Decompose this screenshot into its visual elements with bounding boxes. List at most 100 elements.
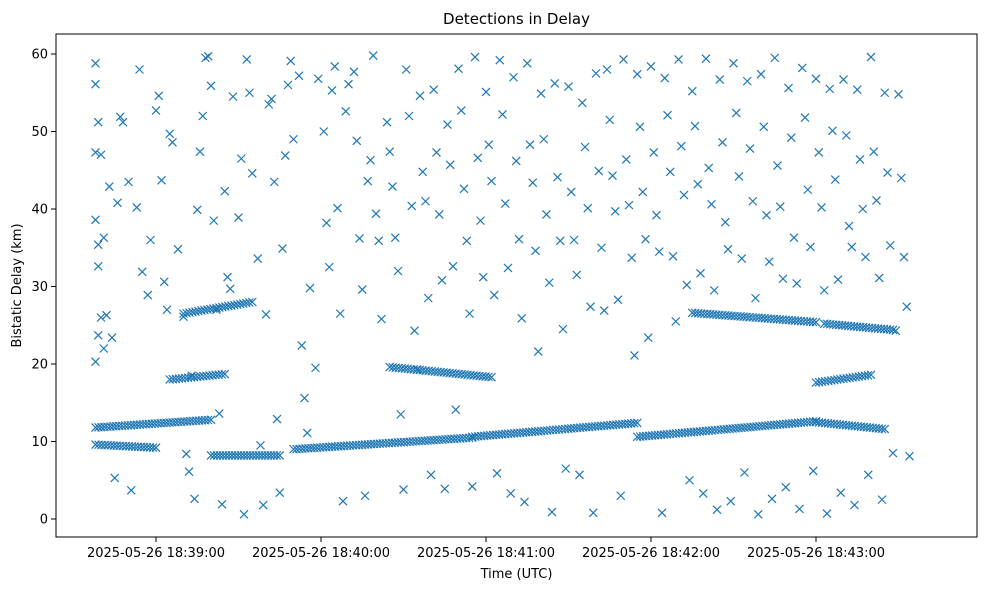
data-point: [902, 302, 912, 312]
data-point: [300, 393, 309, 403]
data-point: [781, 482, 791, 492]
data-point: [93, 240, 103, 250]
data-point: [660, 73, 670, 83]
data-point: [253, 254, 263, 264]
data-point: [863, 470, 873, 480]
data-point: [286, 56, 296, 66]
data-point: [198, 111, 208, 121]
data-point: [137, 267, 147, 277]
x-tick-label: 2025-05-26 18:40:00: [252, 546, 390, 561]
data-point: [863, 370, 873, 380]
data-point: [203, 51, 213, 61]
data-point: [256, 440, 265, 450]
data-point: [588, 508, 598, 518]
data-point: [847, 242, 857, 252]
y-tick-label: 20: [31, 358, 48, 373]
data-point: [437, 275, 447, 285]
data-point: [228, 92, 238, 102]
data-point: [396, 409, 406, 419]
data-point: [547, 507, 557, 517]
data-point: [511, 156, 521, 166]
data-point: [866, 52, 876, 62]
data-point: [509, 72, 518, 82]
data-point: [258, 500, 268, 510]
data-point: [627, 253, 637, 263]
data-point: [522, 58, 532, 68]
data-point: [297, 340, 307, 350]
data-point: [93, 117, 103, 127]
data-point: [569, 235, 579, 245]
data-point: [608, 171, 617, 181]
data-point: [682, 280, 692, 290]
data-point: [621, 154, 631, 164]
data-point: [597, 243, 606, 253]
data-point: [550, 79, 560, 88]
data-point: [869, 147, 879, 157]
data-point: [539, 134, 549, 144]
data-point: [368, 51, 378, 60]
data-point: [473, 153, 483, 163]
data-point: [465, 309, 474, 319]
data-point: [855, 154, 865, 164]
data-point: [872, 196, 881, 205]
data-point: [214, 409, 224, 419]
data-point: [190, 494, 199, 504]
data-point: [764, 257, 774, 267]
data-point: [146, 235, 155, 245]
data-point: [426, 470, 436, 480]
data-point: [110, 473, 120, 483]
data-point: [165, 129, 175, 139]
data-point: [451, 405, 461, 415]
data-point: [830, 175, 840, 184]
data-point: [118, 117, 128, 127]
data-point: [239, 509, 249, 519]
data-point: [445, 160, 455, 170]
data-point: [159, 277, 169, 287]
data-point: [525, 140, 535, 150]
data-point: [775, 202, 785, 212]
data-point: [481, 87, 491, 97]
data-point: [701, 54, 711, 64]
data-point: [506, 489, 516, 498]
data-point: [575, 470, 584, 480]
data-point: [126, 485, 136, 495]
y-axis-label: Bistatic Delay (km): [10, 223, 25, 347]
data-point: [432, 148, 441, 157]
data-point: [896, 173, 906, 183]
data-point: [467, 482, 477, 491]
data-point: [841, 130, 851, 140]
data-point: [594, 166, 604, 176]
data-point: [797, 63, 807, 73]
data-point: [349, 67, 359, 77]
plot-area: [55, 33, 978, 538]
data-point: [852, 85, 862, 95]
data-point: [613, 295, 623, 305]
data-point: [275, 488, 285, 498]
data-point: [382, 117, 392, 127]
data-point: [104, 182, 114, 191]
data-point: [390, 233, 400, 243]
data-point: [330, 61, 340, 71]
data-point: [388, 182, 397, 191]
data-point: [646, 61, 656, 71]
data-point: [151, 106, 161, 115]
data-point: [806, 242, 815, 252]
data-point: [91, 215, 100, 225]
data-point: [792, 278, 802, 288]
data-point: [192, 205, 202, 215]
data-point: [283, 80, 293, 90]
data-point: [401, 65, 411, 74]
data-point: [371, 209, 381, 219]
data-point: [206, 81, 216, 91]
data-point: [880, 424, 890, 434]
data-point: [335, 309, 345, 319]
data-point: [352, 136, 362, 146]
data-point: [800, 113, 810, 122]
data-point: [333, 203, 342, 213]
data-point: [206, 415, 216, 425]
data-point: [264, 99, 274, 109]
data-point: [280, 151, 290, 160]
x-tick-label: 2025-05-26 18:42:00: [582, 546, 720, 561]
data-point: [360, 491, 370, 501]
